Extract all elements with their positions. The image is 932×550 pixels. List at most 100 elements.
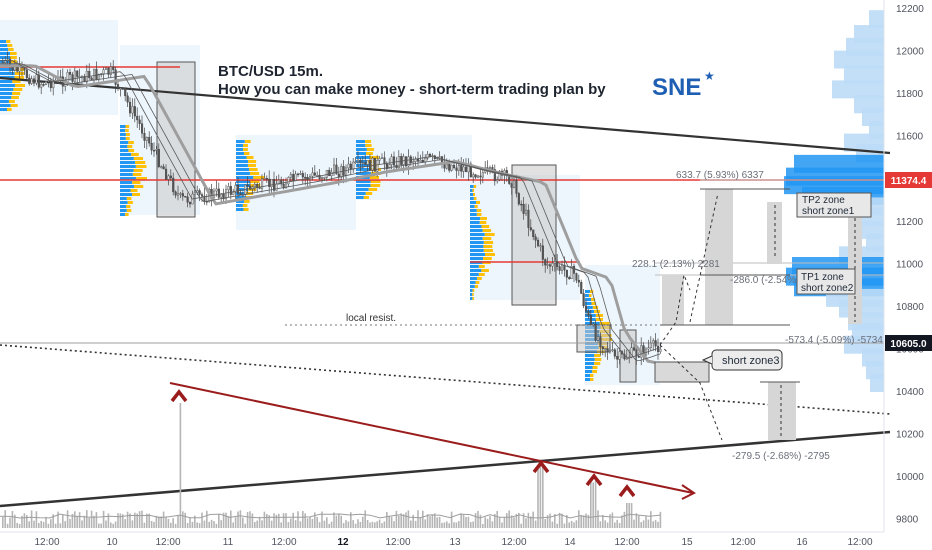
zone-labels: TP2 zone short zone1 TP1 zone short zone… (701, 192, 872, 371)
session-profile-bar (120, 129, 126, 132)
time-tick-label: 12:00 (385, 537, 410, 548)
volume-bar (50, 519, 52, 528)
volume-bar (515, 513, 518, 528)
volume-bar (158, 516, 160, 528)
volume-bar (525, 518, 527, 528)
candle-body (116, 84, 120, 89)
volume-bar (350, 512, 352, 528)
candle-body (292, 174, 295, 181)
candle-body (553, 261, 556, 264)
volume-bar (148, 513, 150, 528)
session-profile-bar (120, 161, 136, 164)
volume-bar (177, 515, 179, 528)
session-profile-bar (470, 185, 474, 188)
volume-bar (520, 523, 522, 528)
volume-bar (232, 522, 234, 528)
volume-bar (532, 511, 534, 528)
range-box (156, 61, 196, 218)
session-profile-bar (6, 40, 11, 43)
candle-body (565, 269, 568, 278)
volume-bar (575, 520, 578, 528)
candle-body (104, 67, 108, 70)
volume-bar (364, 510, 366, 528)
session-profile-bar (369, 156, 379, 159)
volume-bar (503, 517, 506, 528)
candle-body (35, 74, 38, 84)
volume-bar (9, 517, 11, 528)
candle-body (517, 193, 520, 205)
volume-bar (294, 520, 297, 528)
volume-bar (609, 514, 611, 528)
candle-body (287, 177, 290, 185)
candle-body (258, 187, 261, 189)
candle-body (193, 192, 196, 195)
volume-bar (167, 518, 170, 528)
candle-body (609, 349, 612, 352)
volume-trend (169, 382, 696, 500)
session-profile-bar (12, 92, 21, 95)
session-profile-bar (365, 144, 372, 147)
session-profile-bar (470, 277, 478, 280)
candle-body (613, 349, 616, 357)
session-profile-bar (120, 145, 128, 148)
session-profile-bar (120, 209, 127, 212)
candle-body (248, 185, 252, 190)
volume-bar (297, 511, 299, 528)
range-boxes (156, 61, 637, 383)
volume-bar (489, 515, 491, 528)
session-profile-bar (473, 185, 477, 188)
candle-body (405, 156, 408, 167)
session-profile-bar (120, 197, 127, 200)
volume-bar (446, 521, 448, 528)
session-profile-bar (470, 297, 473, 300)
session-profile-bar (126, 197, 132, 200)
session-profile-bar (356, 144, 366, 147)
price-tick-label: 11000 (896, 259, 924, 270)
session-profile-bar (12, 80, 21, 83)
candle-body (299, 173, 302, 175)
volume-bar (659, 511, 662, 528)
session-profile-bar (0, 68, 15, 71)
volume-bar (530, 516, 532, 528)
session-profile-bar (585, 306, 593, 309)
session-profile-bar (120, 157, 134, 160)
volume-bar (52, 514, 54, 528)
session-profile-bar (0, 84, 16, 87)
volume-bar (263, 511, 266, 528)
session-profile-bar (120, 193, 133, 196)
candle-body (457, 164, 460, 171)
session-profile-bar (126, 205, 131, 208)
volume-bar (585, 513, 587, 528)
volume-bar (287, 522, 290, 528)
session-profile-bar (125, 213, 129, 216)
title-line1: BTC/USD 15m. (218, 63, 323, 80)
session-profile-bar (470, 285, 475, 288)
volume-bar (2, 516, 4, 528)
session-profile-bar (470, 257, 484, 260)
session-profile-bar (120, 205, 127, 208)
time-tick-label: 12:00 (501, 537, 526, 548)
zone-label-box (796, 268, 856, 295)
session-profile-bar (356, 152, 367, 155)
session-profile-bar (135, 161, 146, 164)
volume-bar (549, 513, 551, 528)
projection-arrow (659, 344, 723, 441)
session-profile-bar (481, 269, 489, 272)
candle-body (537, 239, 540, 247)
volume-bar (374, 522, 376, 528)
candle-body (635, 350, 638, 357)
volume-ma (0, 513, 661, 519)
session-profile-bar (356, 188, 369, 191)
candle-body (477, 175, 480, 178)
red-arrow-head (681, 484, 696, 500)
candle-body (491, 167, 494, 170)
volume-bar (443, 522, 446, 528)
candle-body (582, 293, 585, 307)
trend-lines (0, 76, 891, 508)
volume-bar (323, 520, 326, 528)
session-profile-bar (475, 281, 480, 284)
session-profile-bar (125, 137, 130, 140)
session-profile-bar (470, 221, 480, 224)
volume-bar (275, 514, 278, 528)
